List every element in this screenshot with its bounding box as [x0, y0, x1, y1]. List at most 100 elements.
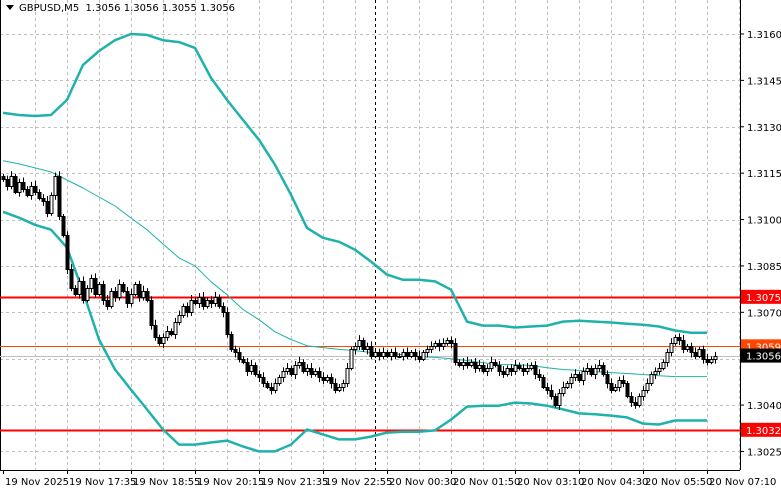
candle	[497, 365, 502, 372]
time-tick-label: 20 Nov 07:10	[709, 477, 776, 488]
candle	[413, 352, 418, 357]
candle	[389, 352, 394, 357]
candle	[61, 216, 66, 236]
price-level-badge	[741, 422, 781, 437]
candle	[317, 371, 322, 378]
candle	[365, 346, 370, 350]
candle	[233, 349, 238, 353]
candle	[65, 235, 70, 270]
candle	[585, 368, 590, 372]
candle	[713, 356, 718, 360]
candle	[593, 368, 598, 375]
candle	[249, 365, 254, 372]
candle	[13, 176, 18, 193]
candle	[165, 331, 170, 338]
candle	[197, 297, 202, 304]
candle	[221, 306, 226, 313]
candle	[189, 300, 194, 313]
candle	[157, 337, 162, 344]
chart-title: GBPUSD,M5 1.3056 1.3056 1.3055 1.3056	[6, 3, 235, 14]
candle	[701, 349, 706, 360]
candle	[225, 312, 230, 335]
candle	[321, 377, 326, 381]
candle	[633, 402, 638, 406]
candle	[617, 380, 622, 388]
candle	[697, 349, 702, 357]
candle	[73, 288, 78, 295]
candle	[121, 284, 126, 292]
price-tick-label: 1.3070	[747, 308, 781, 319]
candle	[649, 374, 654, 384]
candle	[237, 352, 242, 360]
candle	[489, 362, 494, 369]
candle	[185, 306, 190, 313]
candle	[177, 315, 182, 323]
candle	[681, 340, 686, 350]
candle	[673, 337, 678, 344]
candle	[669, 343, 674, 353]
candle	[45, 201, 50, 214]
price-tick-label: 1.3085	[747, 262, 781, 273]
candle	[345, 368, 350, 384]
candle	[265, 383, 270, 388]
candle	[85, 288, 90, 301]
candle	[609, 383, 614, 391]
candle	[229, 334, 234, 350]
candle	[577, 374, 582, 381]
candle	[21, 182, 26, 190]
candle	[637, 396, 642, 406]
candle	[653, 371, 658, 375]
candle	[109, 291, 114, 307]
candle	[133, 284, 138, 295]
candle	[541, 377, 546, 388]
time-tick-label: 19 Nov 20:15	[197, 477, 264, 488]
candle	[505, 368, 510, 375]
candle	[529, 365, 534, 369]
candle	[501, 371, 506, 375]
candle	[557, 393, 562, 406]
candle	[253, 365, 258, 375]
candle	[405, 352, 410, 357]
candle	[353, 346, 358, 350]
bollinger-upper-band	[2, 32, 707, 334]
candle	[289, 368, 294, 375]
candle	[377, 352, 382, 357]
candle	[453, 343, 458, 363]
candle	[477, 365, 482, 369]
candle	[213, 297, 218, 304]
candle	[293, 365, 298, 375]
candle	[393, 352, 398, 357]
price-level-badge-label: 1.3056	[746, 352, 781, 363]
time-tick-label: 19 Nov 2025	[5, 477, 69, 488]
candle	[661, 362, 666, 369]
candle	[597, 365, 602, 369]
candle	[513, 365, 518, 372]
candle	[561, 387, 566, 394]
candle	[549, 390, 554, 397]
candle	[473, 362, 478, 369]
candle	[81, 281, 86, 301]
candle	[433, 343, 438, 347]
candle	[545, 387, 550, 391]
candle	[349, 349, 354, 369]
candle	[709, 359, 714, 363]
price-level-badge	[741, 348, 781, 363]
candle	[381, 352, 386, 357]
candle	[333, 383, 338, 391]
candle	[657, 368, 662, 372]
candle	[297, 362, 302, 366]
price-tick-label: 1.3160	[747, 30, 781, 41]
dropdown-triangle-icon[interactable]	[6, 5, 14, 10]
candle	[5, 179, 10, 187]
candle	[705, 359, 710, 363]
candle	[465, 362, 470, 366]
candle	[277, 377, 282, 384]
candle	[581, 371, 586, 381]
candle	[57, 176, 62, 217]
candle	[217, 297, 222, 307]
candle	[41, 198, 46, 202]
candle	[509, 368, 514, 372]
candle	[245, 362, 250, 372]
candle	[329, 377, 334, 384]
